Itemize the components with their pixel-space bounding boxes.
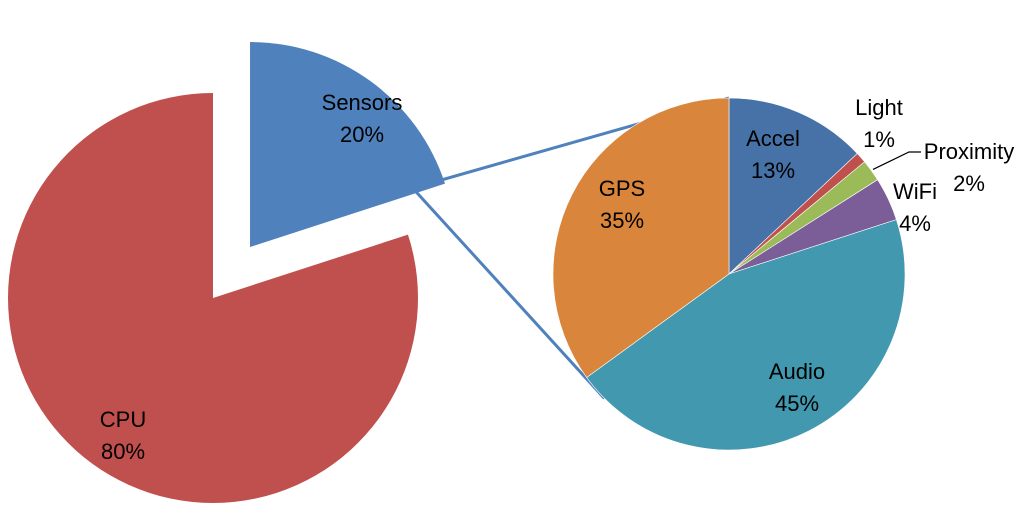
data-labels: Sensors 20% CPU 80% Accel 13% Light 1% Proximity… xyxy=(100,90,1014,464)
sub-label-audio: Audio 45% xyxy=(769,359,825,416)
main-slice-sensors xyxy=(250,42,445,248)
sub-label-proximity: Proximity 2% xyxy=(924,139,1014,196)
sub-label-light: Light 1% xyxy=(855,95,903,152)
sub-label-wifi: WiFi 4% xyxy=(893,179,937,236)
main-label-cpu: CPU 80% xyxy=(100,407,146,464)
sub-label-accel: Accel 13% xyxy=(746,126,800,183)
sub-label-gps: GPS 35% xyxy=(599,176,645,233)
sub-pie xyxy=(552,97,906,451)
main-label-sensors: Sensors 20% xyxy=(322,90,403,147)
sub-slice-accel xyxy=(728,97,858,275)
leader-line-proximity xyxy=(872,151,921,170)
main-pie xyxy=(8,42,445,503)
sub-slice-audio xyxy=(586,219,906,451)
sub-slice-gps xyxy=(552,97,730,378)
main-slice-cpu xyxy=(8,93,419,503)
